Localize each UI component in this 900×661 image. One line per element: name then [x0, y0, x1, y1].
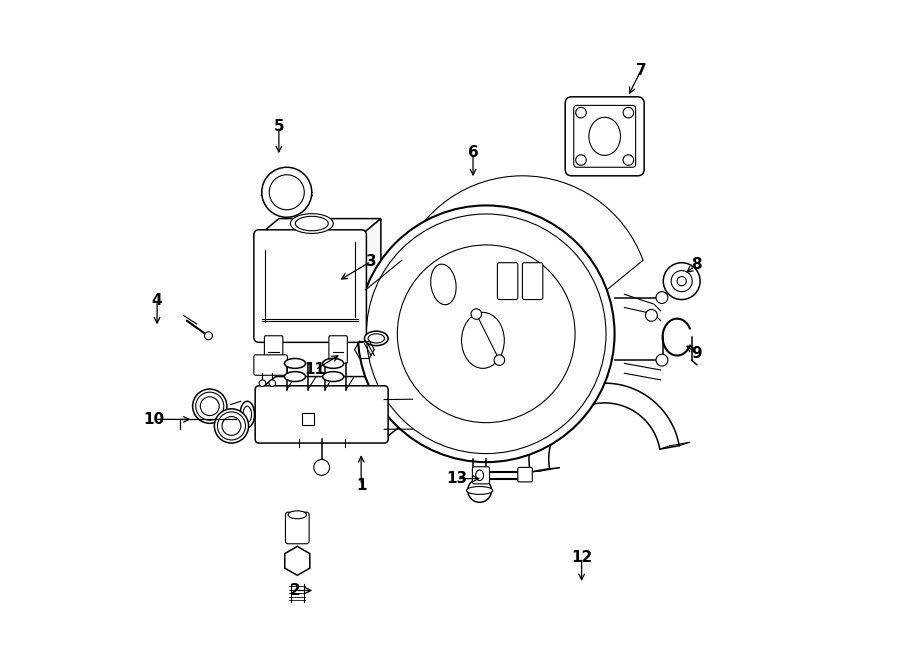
Text: 2: 2 — [290, 583, 301, 598]
Ellipse shape — [466, 486, 493, 494]
Circle shape — [623, 155, 634, 165]
Circle shape — [471, 309, 482, 319]
Circle shape — [656, 292, 668, 303]
FancyBboxPatch shape — [256, 386, 388, 443]
Ellipse shape — [284, 371, 305, 381]
Circle shape — [222, 416, 241, 436]
Polygon shape — [361, 219, 381, 337]
FancyBboxPatch shape — [265, 336, 283, 364]
Ellipse shape — [291, 214, 333, 233]
Polygon shape — [384, 377, 400, 439]
Polygon shape — [529, 383, 680, 472]
Circle shape — [259, 380, 266, 387]
Ellipse shape — [322, 371, 344, 381]
Circle shape — [576, 155, 586, 165]
Text: 11: 11 — [304, 362, 326, 377]
Polygon shape — [284, 547, 310, 575]
Text: 1: 1 — [356, 478, 366, 492]
Ellipse shape — [431, 264, 456, 305]
Text: 6: 6 — [468, 145, 479, 160]
Text: 8: 8 — [691, 257, 702, 272]
Ellipse shape — [240, 401, 255, 428]
Circle shape — [269, 175, 304, 210]
Ellipse shape — [295, 216, 328, 231]
Circle shape — [677, 276, 687, 286]
FancyBboxPatch shape — [518, 467, 532, 482]
Ellipse shape — [462, 313, 504, 368]
Circle shape — [204, 332, 212, 340]
Text: 10: 10 — [143, 412, 165, 427]
FancyBboxPatch shape — [285, 512, 309, 544]
Circle shape — [214, 408, 248, 443]
Circle shape — [671, 270, 692, 292]
Text: 12: 12 — [571, 550, 592, 565]
Circle shape — [193, 389, 227, 423]
Circle shape — [663, 262, 700, 299]
Circle shape — [468, 479, 491, 502]
Ellipse shape — [322, 358, 344, 368]
Polygon shape — [259, 219, 381, 235]
FancyBboxPatch shape — [254, 230, 366, 342]
Text: 5: 5 — [274, 119, 284, 134]
Circle shape — [623, 107, 634, 118]
Text: 3: 3 — [365, 254, 376, 269]
Circle shape — [314, 459, 329, 475]
Circle shape — [397, 245, 575, 422]
Circle shape — [645, 309, 657, 321]
Ellipse shape — [364, 331, 388, 346]
Ellipse shape — [589, 117, 620, 155]
Polygon shape — [259, 377, 400, 390]
Text: 4: 4 — [152, 293, 162, 309]
Text: 13: 13 — [446, 471, 467, 486]
Ellipse shape — [368, 334, 384, 343]
Ellipse shape — [284, 358, 305, 368]
FancyBboxPatch shape — [254, 355, 287, 375]
Ellipse shape — [243, 407, 251, 422]
FancyBboxPatch shape — [472, 467, 490, 484]
Circle shape — [576, 107, 586, 118]
Circle shape — [494, 355, 505, 366]
Circle shape — [262, 167, 311, 217]
Ellipse shape — [288, 511, 307, 519]
Bar — [302, 412, 314, 424]
Circle shape — [201, 397, 220, 416]
Circle shape — [656, 354, 668, 366]
Circle shape — [366, 214, 606, 453]
Text: 7: 7 — [635, 63, 646, 78]
Ellipse shape — [476, 470, 483, 481]
FancyBboxPatch shape — [522, 262, 543, 299]
Circle shape — [269, 380, 275, 387]
Circle shape — [358, 206, 615, 462]
FancyBboxPatch shape — [565, 97, 644, 176]
FancyBboxPatch shape — [498, 262, 518, 299]
FancyBboxPatch shape — [328, 336, 347, 364]
Text: 9: 9 — [691, 346, 702, 361]
